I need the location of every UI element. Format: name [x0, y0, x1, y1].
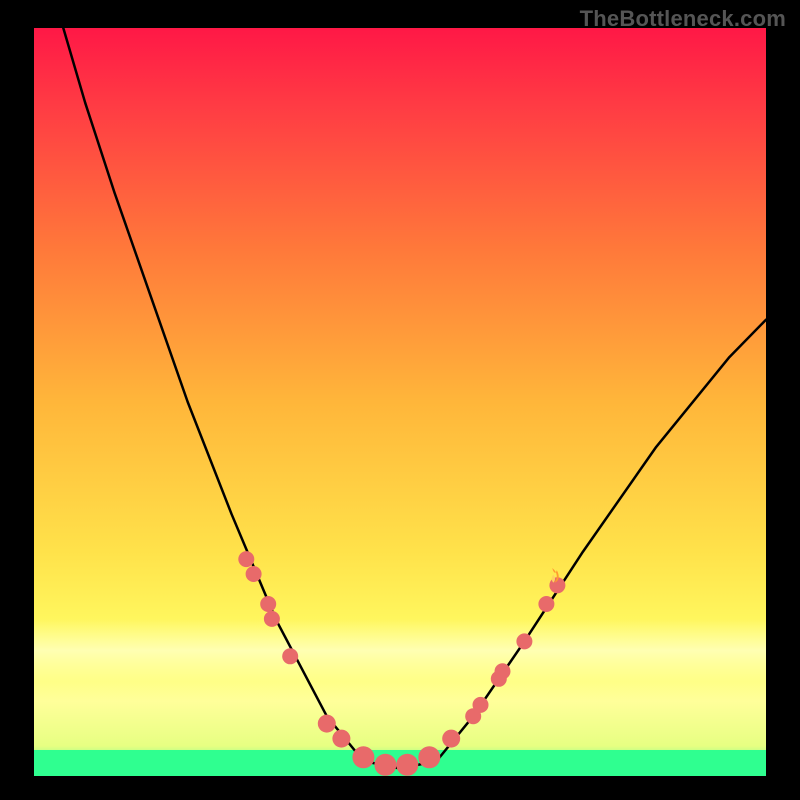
curve-marker — [418, 746, 440, 768]
bottleneck-curve — [63, 28, 766, 769]
curve-marker — [264, 611, 280, 627]
curve-marker — [318, 715, 336, 733]
bottleneck-curve-overlay — [34, 28, 766, 776]
curve-marker — [332, 730, 350, 748]
curve-marker — [352, 746, 374, 768]
curve-marker — [473, 697, 489, 713]
curve-marker — [396, 754, 418, 776]
curve-marker — [538, 596, 554, 612]
curve-marker — [238, 551, 254, 567]
curve-marker — [246, 566, 262, 582]
curve-marker — [260, 596, 276, 612]
curve-marker — [495, 663, 511, 679]
curve-marker — [516, 633, 532, 649]
curve-marker — [374, 754, 396, 776]
curve-marker — [282, 648, 298, 664]
plot-area — [34, 28, 766, 776]
chart-frame: TheBottleneck.com — [0, 0, 800, 800]
curve-marker — [442, 730, 460, 748]
